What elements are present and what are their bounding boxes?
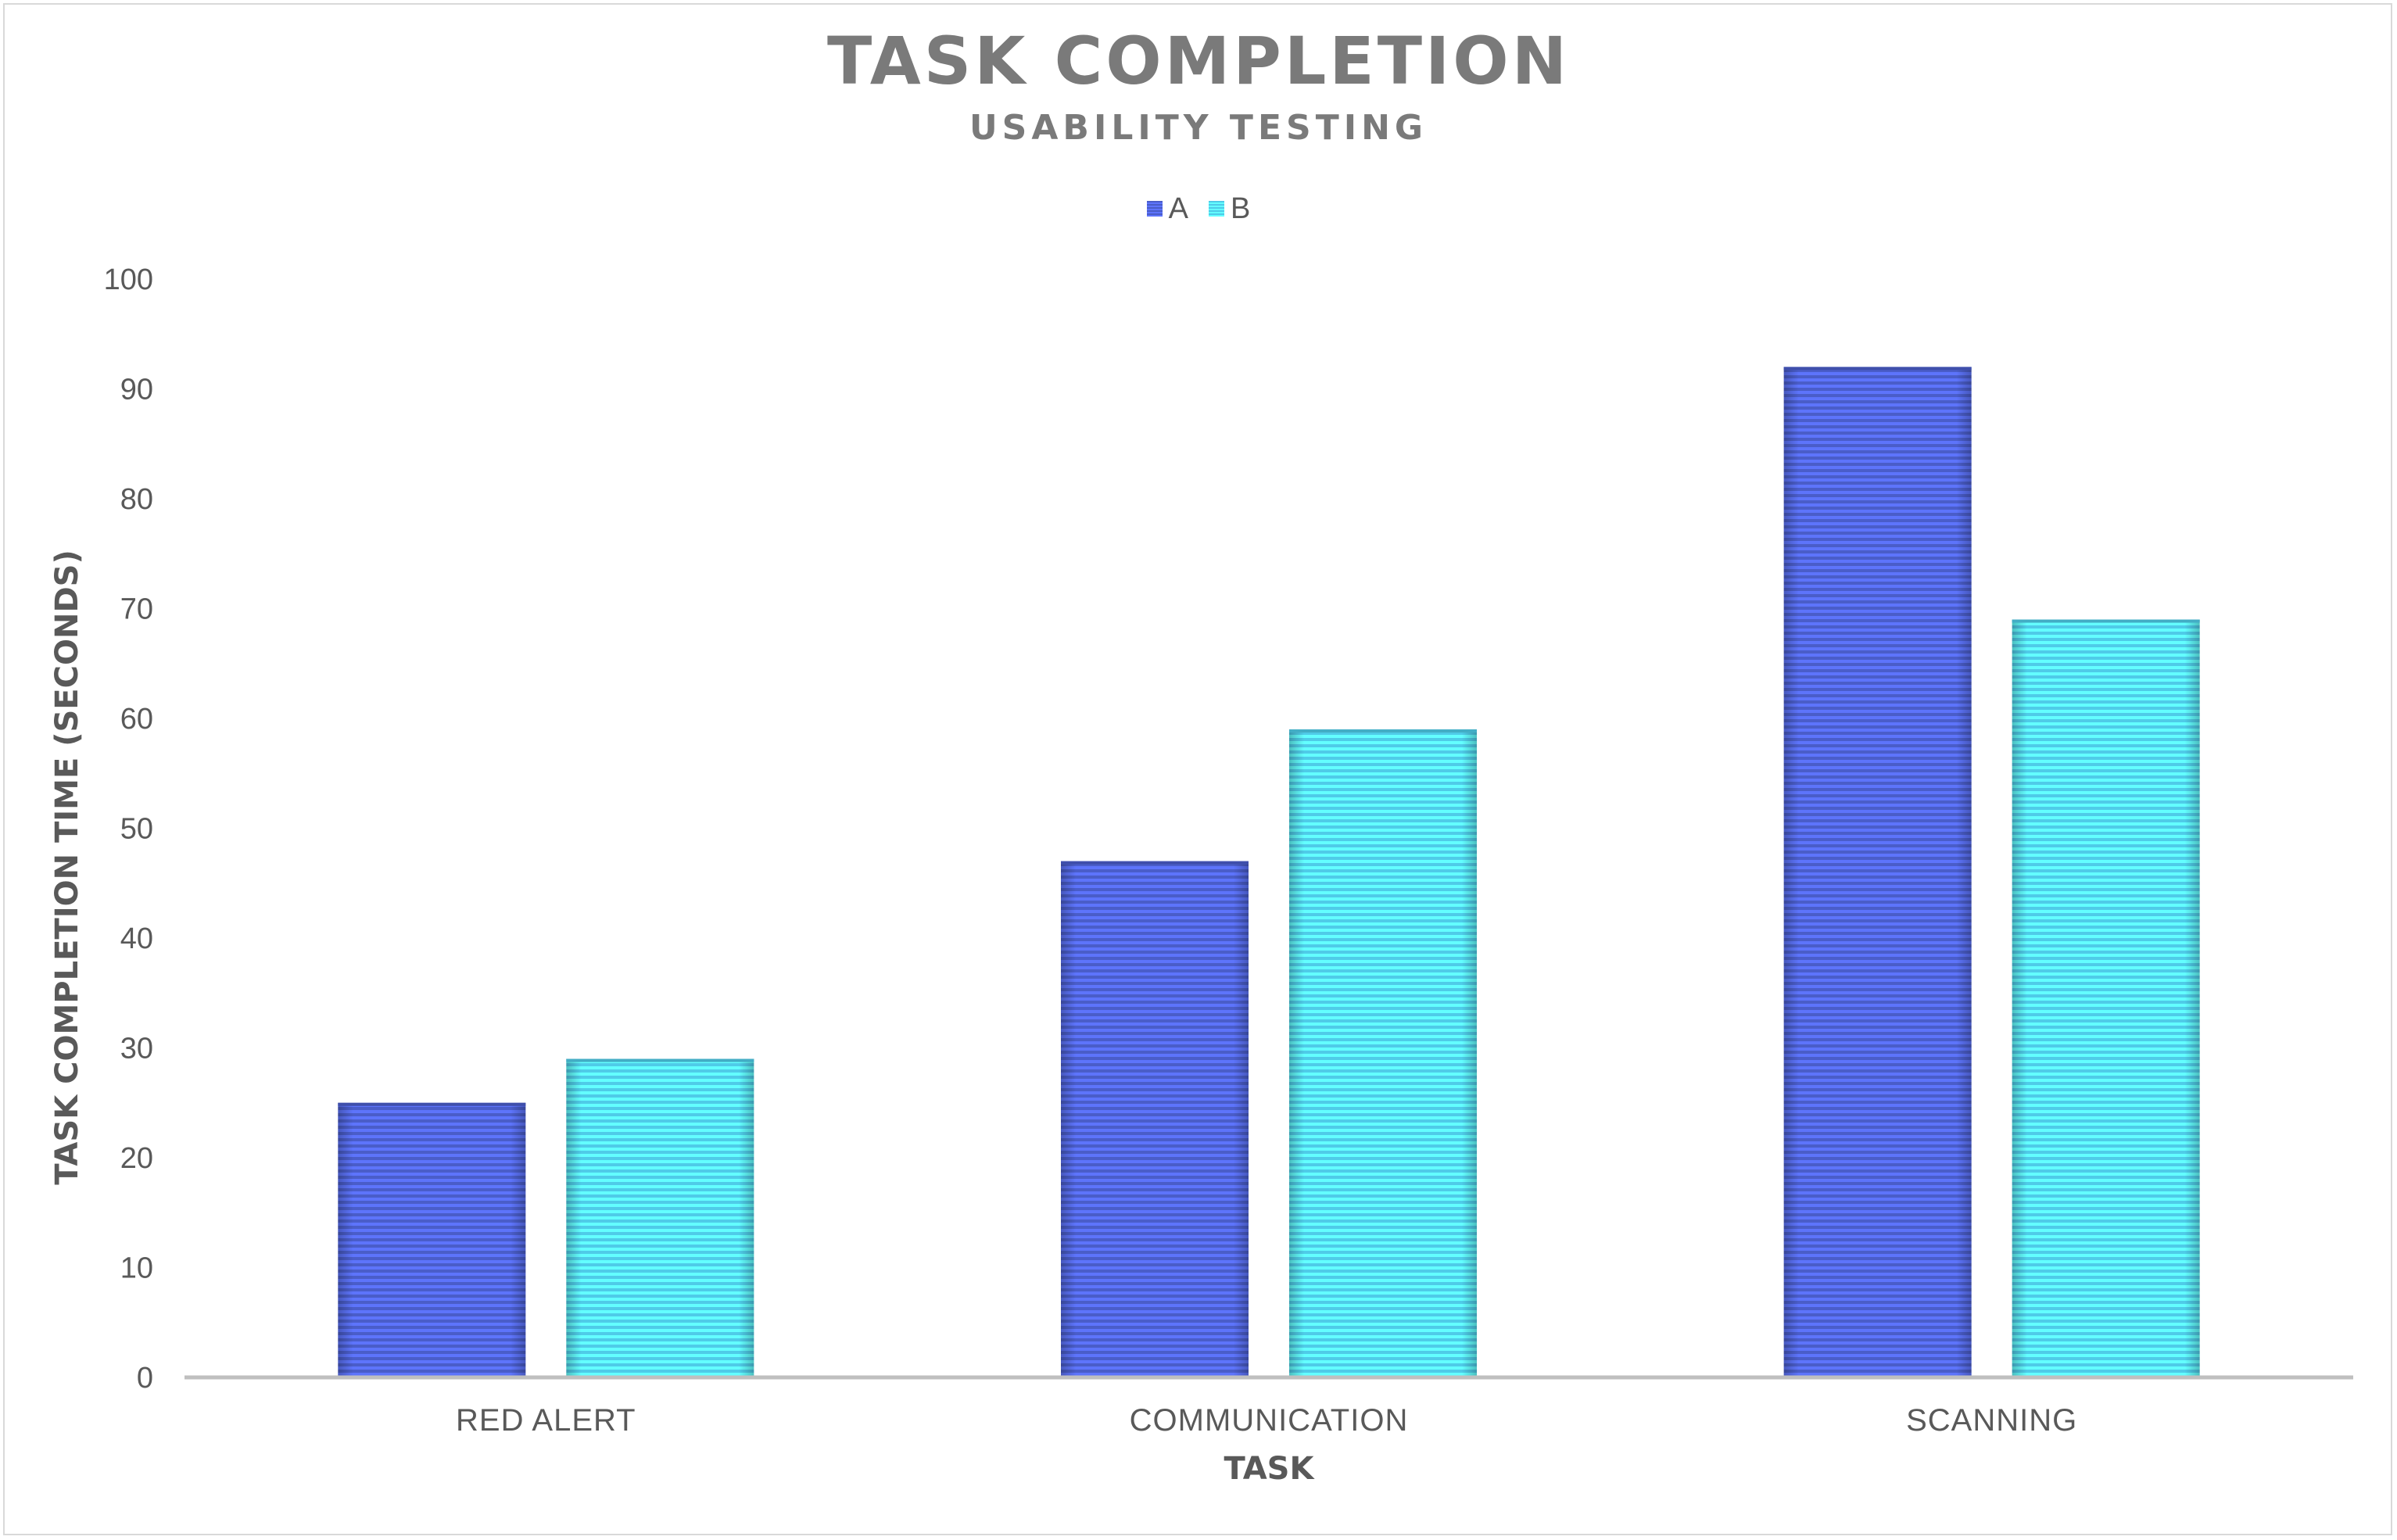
legend-label-a: A [1168, 192, 1188, 225]
y-tick-label: 70 [120, 593, 153, 626]
y-tick-label: 10 [120, 1252, 153, 1285]
x-axis-categories: RED ALERT COMMUNICATION SCANNING [456, 1403, 2077, 1438]
legend-swatch-b [1209, 201, 1224, 217]
bars-group [338, 367, 2200, 1377]
x-category-label: SCANNING [1906, 1403, 2077, 1438]
x-category-label: COMMUNICATION [1130, 1403, 1409, 1438]
chart-title: TASK COMPLETION [827, 23, 1570, 99]
legend-label-b: B [1231, 192, 1251, 225]
y-tick-label: 50 [120, 813, 153, 846]
bar-shading [338, 1102, 526, 1377]
x-category-label: RED ALERT [456, 1403, 636, 1438]
bar-shading [2012, 619, 2200, 1377]
chart-subtitle: USABILITY TESTING [969, 108, 1428, 148]
bar-top-edge [1061, 861, 1249, 865]
bar-top-edge [2012, 619, 2200, 623]
y-tick-label: 30 [120, 1033, 153, 1065]
bar-top-edge [1289, 729, 1477, 733]
legend-item-b: B [1209, 194, 1250, 224]
bar-shading [566, 1058, 754, 1377]
bar-shading [1783, 367, 1972, 1377]
y-axis-ticks: 0 10 20 30 40 50 60 70 80 90 100 [104, 263, 153, 1395]
bar-shading [1061, 861, 1249, 1377]
y-tick-label: 60 [120, 703, 153, 736]
legend: A B [0, 194, 2397, 224]
y-tick-label: 90 [120, 374, 153, 406]
bar-shading [1289, 729, 1477, 1377]
bar-top-edge [338, 1102, 526, 1106]
y-tick-label: 0 [137, 1362, 153, 1395]
y-tick-label: 100 [104, 263, 153, 296]
legend-item-a: A [1146, 192, 1188, 225]
bar-top-edge [566, 1058, 754, 1062]
y-tick-label: 40 [120, 922, 153, 955]
bar-top-edge [1783, 367, 1972, 371]
y-tick-label: 20 [120, 1142, 153, 1175]
legend-swatch-a [1146, 201, 1163, 217]
y-axis-title: TASK COMPLETION TIME (SECONDS) [49, 550, 85, 1185]
y-tick-label: 80 [120, 483, 153, 516]
x-axis-title: TASK [1224, 1451, 1316, 1487]
